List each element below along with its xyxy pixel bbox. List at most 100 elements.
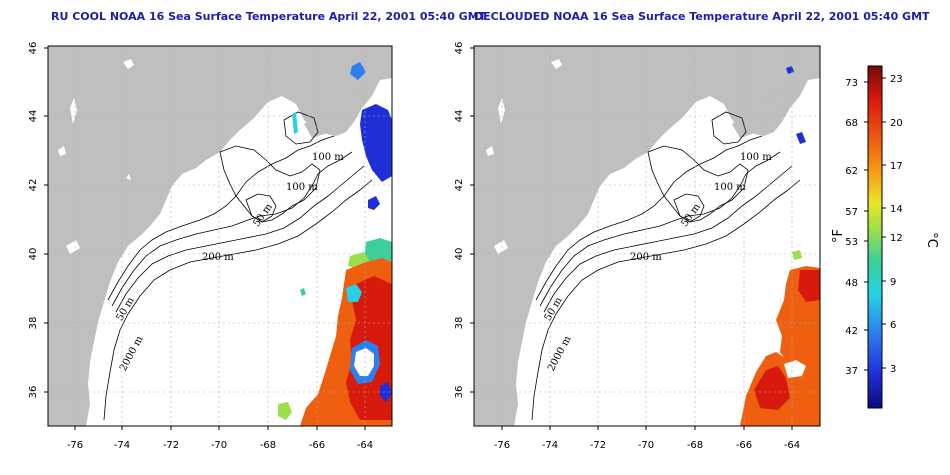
celsius-tick: 12: [890, 233, 903, 244]
colorbar-gradient: [867, 65, 883, 409]
right-map-title: DECLOUDED NOAA 16 Sea Surface Temperatur…: [474, 10, 930, 23]
lon-tick: -74: [542, 440, 558, 451]
lake: [551, 59, 562, 69]
contour-2000m: [103, 179, 373, 421]
contour-200m: [115, 165, 365, 313]
contour-label: 100 m: [714, 182, 746, 193]
lat-tick: 44: [28, 110, 39, 123]
sst-green-patch: [792, 250, 802, 260]
lon-tick: -72: [590, 440, 606, 451]
map-frame: [473, 45, 821, 427]
contour-50m: [107, 135, 335, 301]
lon-tick: -74: [114, 440, 130, 451]
lat-tick: 36: [454, 386, 465, 399]
contour-gulf-of-maine: [647, 145, 749, 223]
lake: [498, 98, 505, 124]
sst-green-patch: [278, 402, 292, 420]
lon-axis-right: -76 -74 -72 -70 -68 -66 -64: [494, 426, 800, 451]
lon-tick: -70: [211, 440, 227, 451]
contour-label: 100 m: [740, 152, 772, 163]
celsius-tick: 23: [890, 74, 903, 85]
grid-lines: [474, 46, 820, 426]
left-map-title: RU COOL NOAA 16 Sea Surface Temperature …: [51, 10, 487, 23]
fahrenheit-tick: 48: [845, 278, 858, 289]
fahrenheit-tick: 62: [845, 166, 858, 177]
contour-200m: [543, 165, 793, 313]
colorbar: 73 68 62 57 53 48 42 37 23 20 17 14 12 9…: [831, 65, 939, 409]
sst-blue-patch: [796, 132, 806, 144]
sst-blue-patch: [368, 196, 380, 210]
sst-hot-region: [798, 270, 820, 302]
contour-50m: [535, 135, 763, 301]
celsius-tick: 6: [890, 320, 896, 331]
contour-label: 100 m: [286, 182, 318, 193]
lat-axis-left: 46 44 42 40 38 36: [28, 42, 48, 399]
lake: [494, 240, 508, 254]
sst-hot-region: [754, 366, 790, 410]
contour-label: 100 m: [312, 152, 344, 163]
lat-tick: 46: [28, 42, 39, 55]
land-mass: [474, 46, 820, 426]
contour-100m: [539, 151, 781, 307]
sst-cool-eddy: [354, 348, 374, 376]
sst-green-patch: [300, 288, 306, 296]
celsius-tick: 14: [890, 204, 903, 215]
lat-tick: 42: [28, 179, 39, 192]
lat-tick: 38: [28, 317, 39, 330]
lake: [70, 98, 77, 124]
lon-tick: -72: [163, 440, 179, 451]
contour-scotian-shelf: [711, 111, 747, 145]
fahrenheit-tick: 53: [845, 237, 858, 248]
celsius-tick: 9: [890, 277, 896, 288]
lon-tick: -68: [260, 440, 276, 451]
celsius-tick: 3: [890, 364, 896, 375]
contour-scotian-shelf: [283, 111, 319, 145]
sst-blue-patch: [360, 104, 392, 182]
fahrenheit-tick: 42: [845, 326, 858, 337]
fahrenheit-tick: 68: [845, 118, 858, 129]
lon-tick: -66: [309, 440, 325, 451]
map-frame: [47, 45, 393, 427]
sst-cloud-gap: [784, 360, 806, 378]
celsius-tick: 20: [890, 118, 903, 129]
lon-tick: -64: [784, 440, 800, 451]
left-map-panel: 100 m 100 m 50 m 200 m 50 m 2000 m 46 44…: [28, 42, 393, 451]
lake: [58, 146, 66, 156]
fahrenheit-unit-label: °F: [831, 229, 846, 243]
lon-tick: -76: [494, 440, 510, 451]
celsius-scale: 23 20 17 14 12 9 6 3: [882, 74, 903, 375]
nova-scotia-land: [732, 86, 800, 138]
sst-blue-patch: [350, 62, 366, 80]
lon-tick: -76: [67, 440, 83, 451]
land-mass: [48, 46, 392, 426]
contour-label: 200 m: [630, 252, 662, 263]
lon-tick: -68: [687, 440, 703, 451]
lake: [123, 59, 134, 69]
lat-tick: 38: [454, 317, 465, 330]
contour-georges-bank: [673, 193, 705, 223]
lat-tick: 44: [454, 110, 465, 123]
nova-scotia-land: [304, 86, 372, 138]
lake: [66, 240, 80, 254]
fahrenheit-scale: 73 68 62 57 53 48 42 37: [845, 78, 868, 377]
lon-tick: -66: [736, 440, 752, 451]
lon-tick: -64: [357, 440, 373, 451]
lat-tick: 42: [454, 179, 465, 192]
celsius-tick: 17: [890, 161, 903, 172]
lon-tick: -70: [638, 440, 654, 451]
celsius-unit-label: °C: [924, 232, 939, 248]
contour-label: 200 m: [202, 252, 234, 263]
sst-cyan-patch: [292, 112, 298, 134]
lat-tick: 40: [454, 248, 465, 261]
lake: [126, 174, 131, 180]
contour-100m: [111, 151, 353, 307]
lat-tick: 36: [28, 386, 39, 399]
fahrenheit-tick: 57: [845, 207, 858, 218]
sst-cool-eddy: [346, 284, 362, 302]
contour-georges-bank: [245, 193, 277, 223]
lat-axis-right: 46 44 42 40 38 36: [454, 42, 474, 399]
contour-gulf-of-maine: [219, 145, 321, 223]
contour-2000m: [531, 179, 801, 421]
lat-tick: 40: [28, 248, 39, 261]
